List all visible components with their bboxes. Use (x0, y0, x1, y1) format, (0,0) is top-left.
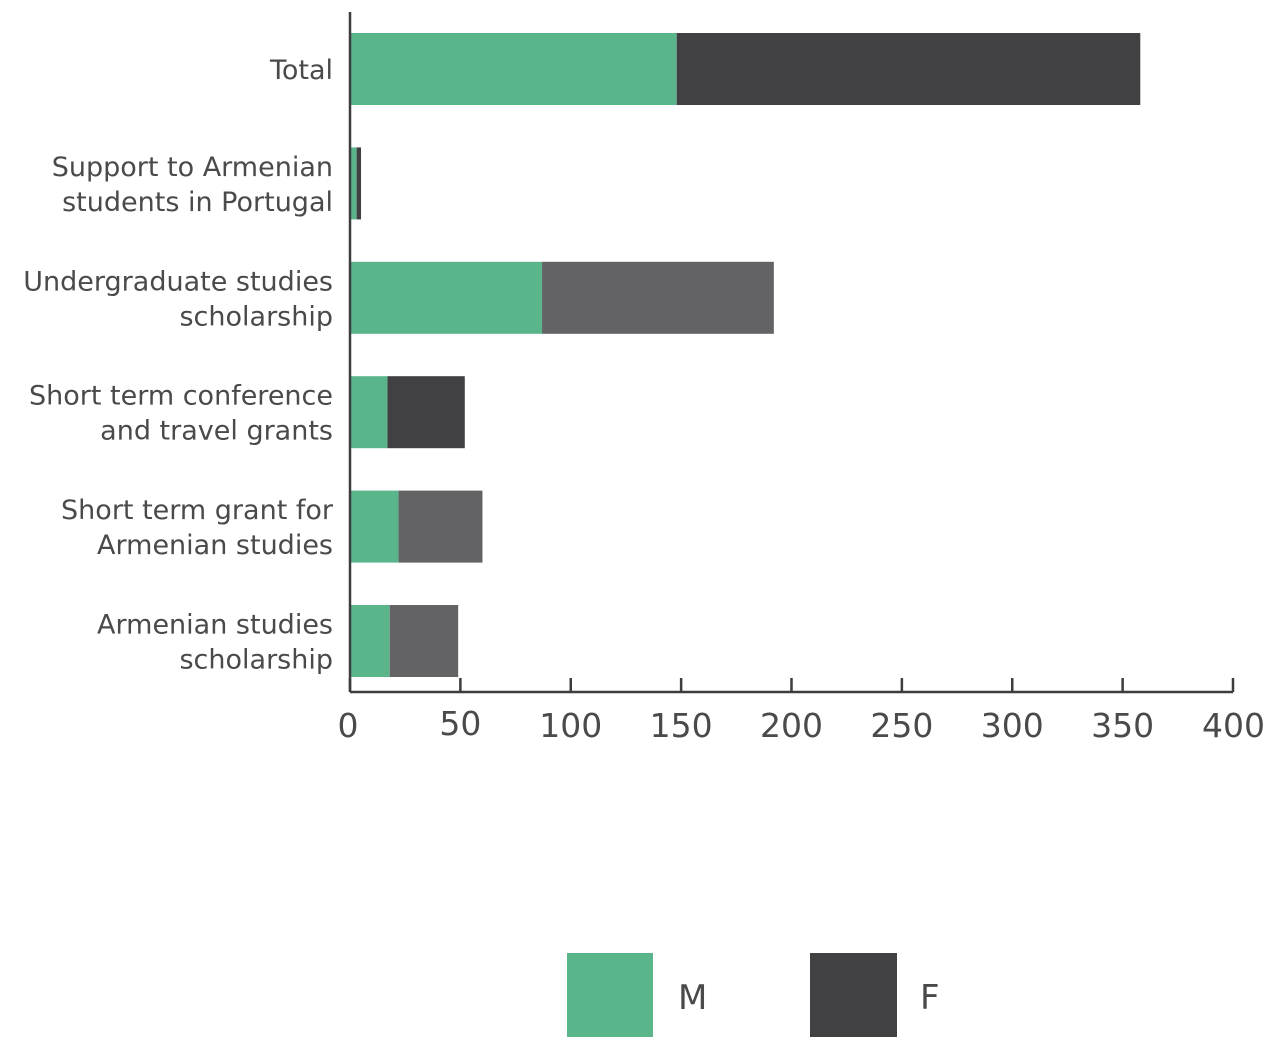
category-label-0: Total (269, 55, 333, 86)
bar-1-m-segment (350, 147, 357, 220)
x-ticks: 0 50 100 150 200 250 300 350 400 (338, 678, 1265, 745)
bar-3-f-segment (387, 376, 465, 449)
bar-0-f-segment (676, 33, 1141, 105)
category-label-line: Armenian studies (97, 610, 333, 641)
x-tick-label: 300 (981, 706, 1044, 745)
x-tick-label: 100 (539, 706, 602, 745)
bar-5-f-segment (389, 605, 459, 677)
bar-4-m-segment (350, 490, 399, 563)
category-label-line: Total (269, 55, 333, 86)
category-label-2: Undergraduate studies scholarship (23, 266, 333, 332)
category-label-line: scholarship (179, 301, 333, 332)
category-label-3: Short term conference and travel grants (29, 381, 333, 447)
legend-label-f: F (920, 978, 940, 1018)
x-tick-label: 250 (870, 706, 933, 745)
category-label-line: Short term grant for (61, 495, 334, 526)
bar-5-m-segment (350, 605, 390, 677)
axes (348, 12, 1233, 694)
category-labels: Total Support to Armenian students in Port… (23, 55, 334, 676)
category-label-5: Armenian studies scholarship (97, 610, 333, 676)
x-tick-label: 350 (1091, 706, 1154, 745)
x-tick-label: 400 (1202, 706, 1265, 745)
bars-group (350, 33, 1141, 677)
category-label-line: Armenian studies (97, 530, 333, 561)
category-label-line: Undergraduate studies (23, 266, 333, 297)
legend-label-m: M (678, 978, 707, 1018)
category-label-1: Support to Armenian students in Portugal (52, 152, 333, 218)
bar-0-m-segment (350, 33, 677, 105)
x-tick-label: 200 (760, 706, 823, 745)
legend-swatch-f (810, 953, 897, 1037)
x-tick-label: 50 (439, 704, 481, 743)
legend-swatch-m (567, 953, 653, 1037)
category-label-line: Support to Armenian (52, 152, 333, 183)
bar-4-f-segment (398, 490, 483, 563)
category-label-line: scholarship (179, 645, 333, 676)
x-tick-label: 150 (650, 706, 713, 745)
category-label-line: students in Portugal (62, 187, 333, 218)
category-label-4: Short term grant for Armenian studies (61, 495, 334, 561)
category-label-line: Short term conference (29, 381, 333, 412)
bar-3-m-segment (350, 376, 388, 449)
x-tick-label: 0 (338, 706, 359, 745)
bar-2-f-segment (542, 261, 774, 334)
bar-1-f-segment (356, 147, 362, 220)
legend: M F (567, 953, 940, 1037)
category-label-line: and travel grants (100, 416, 333, 447)
bar-2-m-segment (350, 261, 543, 334)
